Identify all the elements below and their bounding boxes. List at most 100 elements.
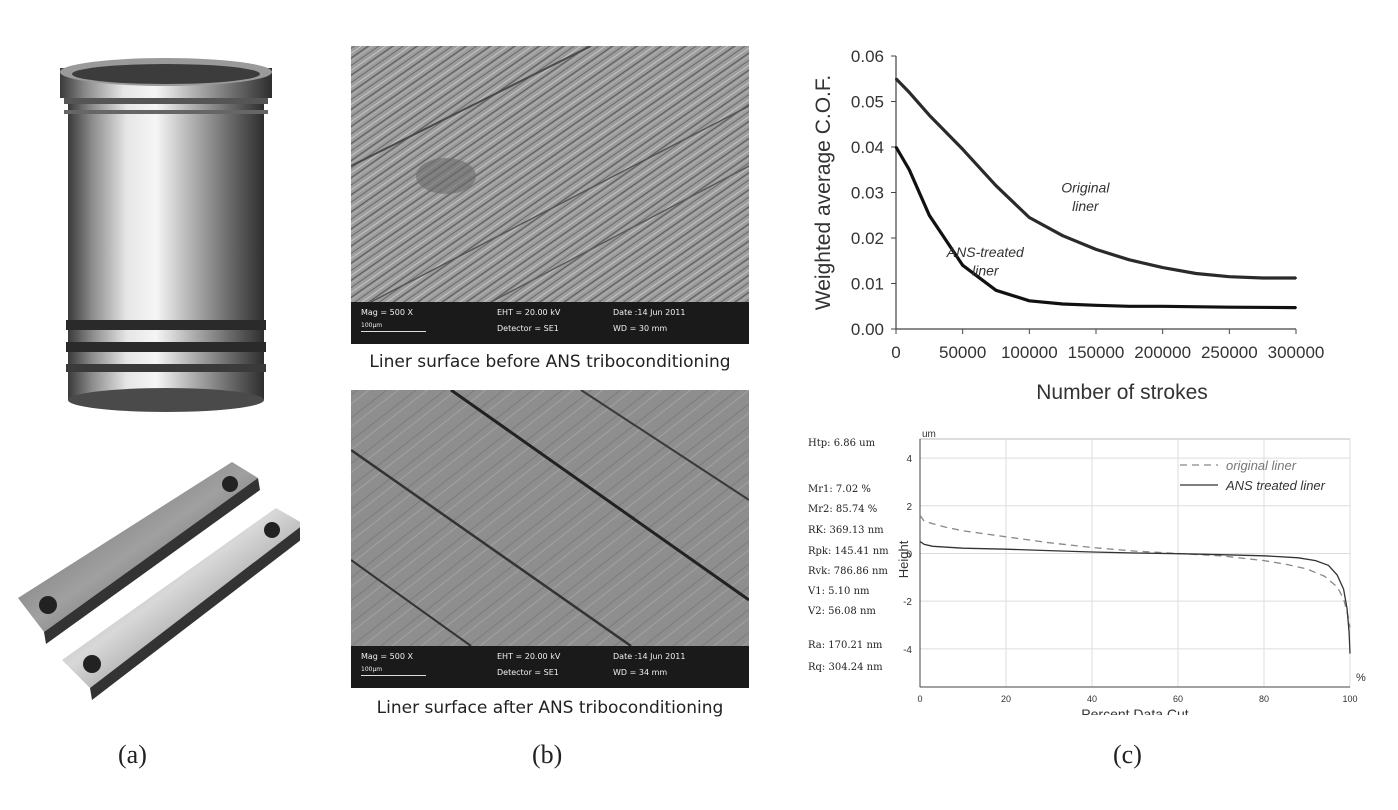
test-plate-photo: [18, 462, 300, 700]
roughness-stat: Rq: 304.24 nm: [808, 662, 883, 673]
data-point: [1061, 302, 1064, 305]
data-point: [928, 214, 931, 217]
data-point: [961, 264, 964, 267]
scale-bar: [361, 675, 426, 676]
x-tick-label: 250000: [1201, 343, 1258, 362]
plot-frame: [919, 438, 1351, 688]
data-point: [995, 184, 997, 187]
x-unit-label: %: [1356, 672, 1366, 684]
x-tick-label: 0: [891, 343, 900, 362]
legend-label: original liner: [1226, 458, 1297, 473]
data-point: [1028, 216, 1031, 219]
sem-info-bar-after: Mag = 500 X 100μm EHT = 20.00 kV Detecto…: [351, 646, 749, 688]
panel-a-label: (a): [118, 740, 147, 769]
x-tick-label: 300000: [1268, 343, 1325, 362]
x-tick-label: 50000: [939, 343, 986, 362]
roughness-stat: V2: 56.08 nm: [808, 606, 876, 617]
y-tick-label: 0.03: [851, 184, 884, 203]
roughness-stat: RK: 369.13 nm: [808, 525, 884, 536]
roughness-stats: Htp: 6.86 um Mr1: 7.02 % Mr2: 85.74 % RK: 3…: [808, 430, 920, 680]
y-unit-label: um: [922, 429, 936, 440]
panel-a-illustration: [18, 58, 300, 700]
panel-b-label: (b): [532, 740, 563, 769]
data-point: [908, 91, 911, 94]
roughness-stat: Rvk: 786.86 nm: [808, 566, 888, 577]
sem-texture-before: [351, 46, 749, 303]
y-tick-label: -4: [903, 645, 912, 656]
series-line-1: [919, 540, 1351, 654]
sem-detector: Detector = SE1: [497, 324, 559, 333]
data-point: [908, 168, 911, 171]
sem-image-before: Mag = 500 X 100μm EHT = 20.00 kV Detecto…: [351, 46, 749, 344]
y-tick-label: 0.05: [851, 93, 884, 112]
x-tick-label: 60: [1173, 694, 1183, 704]
sem-info-bar-before: Mag = 500 X 100μm EHT = 20.00 kV Detecto…: [351, 302, 749, 344]
x-tick-label: 150000: [1068, 343, 1125, 362]
sem-image-after: Mag = 500 X 100μm EHT = 20.00 kV Detecto…: [351, 390, 749, 688]
sem-scale: 100μm: [361, 322, 383, 329]
cof-chart: 0.00 0.01 0.02 0.03 0.04 0.05 0.06 0 50000 100000…: [812, 47, 1325, 404]
series-line-1: [894, 146, 1297, 310]
roughness-stat: V1: 5.10 nm: [808, 586, 870, 597]
data-point: [1095, 304, 1097, 307]
data-point: [1295, 277, 1297, 280]
x-axis-label: Number of strokes: [1036, 381, 1208, 404]
roughness-stat: Htp: 6.86 um: [808, 438, 876, 449]
roughness-stat: Mr1: 7.02 %: [808, 484, 871, 495]
sem-wd: WD = 30 mm: [613, 324, 668, 333]
y-tick-label: 0.06: [851, 47, 884, 66]
series-line-0: [919, 514, 1351, 628]
curve-annotation: liner: [1072, 198, 1100, 214]
data-point: [1128, 305, 1131, 308]
y-tick-label: 0: [906, 549, 912, 560]
y-axis-label: Height: [896, 540, 911, 578]
data-point: [928, 114, 931, 117]
x-tick-label: 200000: [1134, 343, 1191, 362]
x-tick-label: 20: [1001, 694, 1011, 704]
data-point: [1061, 234, 1064, 237]
y-tick-label: 2: [906, 502, 912, 513]
roughness-stat: Ra: 170.21 nm: [808, 640, 883, 651]
sem-wd: WD = 34 mm: [613, 668, 668, 677]
data-point: [1161, 266, 1164, 269]
sem-mag: Mag = 500 X: [361, 652, 413, 661]
y-tick-label: 0.02: [851, 229, 884, 248]
caption-before: Liner surface before ANS triboconditioni…: [369, 352, 731, 372]
curve-annotation: Original: [1061, 180, 1110, 196]
y-tick-label: 0.01: [851, 275, 884, 294]
data-point: [895, 77, 897, 80]
y-axis-label: Weighted average C.O.F.: [812, 75, 835, 310]
x-tick-label: 80: [1259, 694, 1269, 704]
data-point: [1261, 277, 1264, 280]
data-point: [1228, 275, 1231, 278]
data-point: [1228, 306, 1231, 309]
roughness-stat: Rpk: 145.41 nm: [808, 546, 889, 557]
roughness-stat: Mr2: 85.74 %: [808, 504, 878, 515]
data-point: [995, 289, 997, 292]
caption-after: Liner surface after ANS triboconditionin…: [376, 698, 724, 718]
sem-scale: 100μm: [361, 666, 383, 673]
data-point: [895, 146, 897, 148]
curve-annotation: ANS-treated: [946, 244, 1025, 260]
data-point: [1195, 272, 1197, 275]
y-tick-label: 4: [906, 454, 912, 465]
cylinder-liner-photo: [60, 58, 272, 412]
data-point: [1128, 258, 1131, 261]
curve-annotation: liner: [972, 262, 1000, 278]
data-point: [1028, 299, 1031, 302]
sem-detector: Detector = SE1: [497, 668, 559, 677]
sem-eht: EHT = 20.00 kV: [497, 652, 561, 661]
y-tick-label: -2: [903, 597, 912, 608]
series-line-0: [894, 77, 1296, 280]
x-axis-label: Percent Data Cut: [1081, 706, 1188, 715]
legend-label: ANS treated liner: [1225, 478, 1326, 493]
sem-mag: Mag = 500 X: [361, 308, 413, 317]
sem-date: Date :14 Jun 2011: [613, 652, 686, 661]
x-tick-label: 0: [917, 694, 922, 704]
sem-date: Date :14 Jun 2011: [613, 308, 686, 317]
sem-eht: EHT = 20.00 kV: [497, 308, 561, 317]
data-point: [1295, 306, 1297, 309]
panel-c-label: (c): [1113, 740, 1142, 769]
scale-bar: [361, 331, 426, 332]
